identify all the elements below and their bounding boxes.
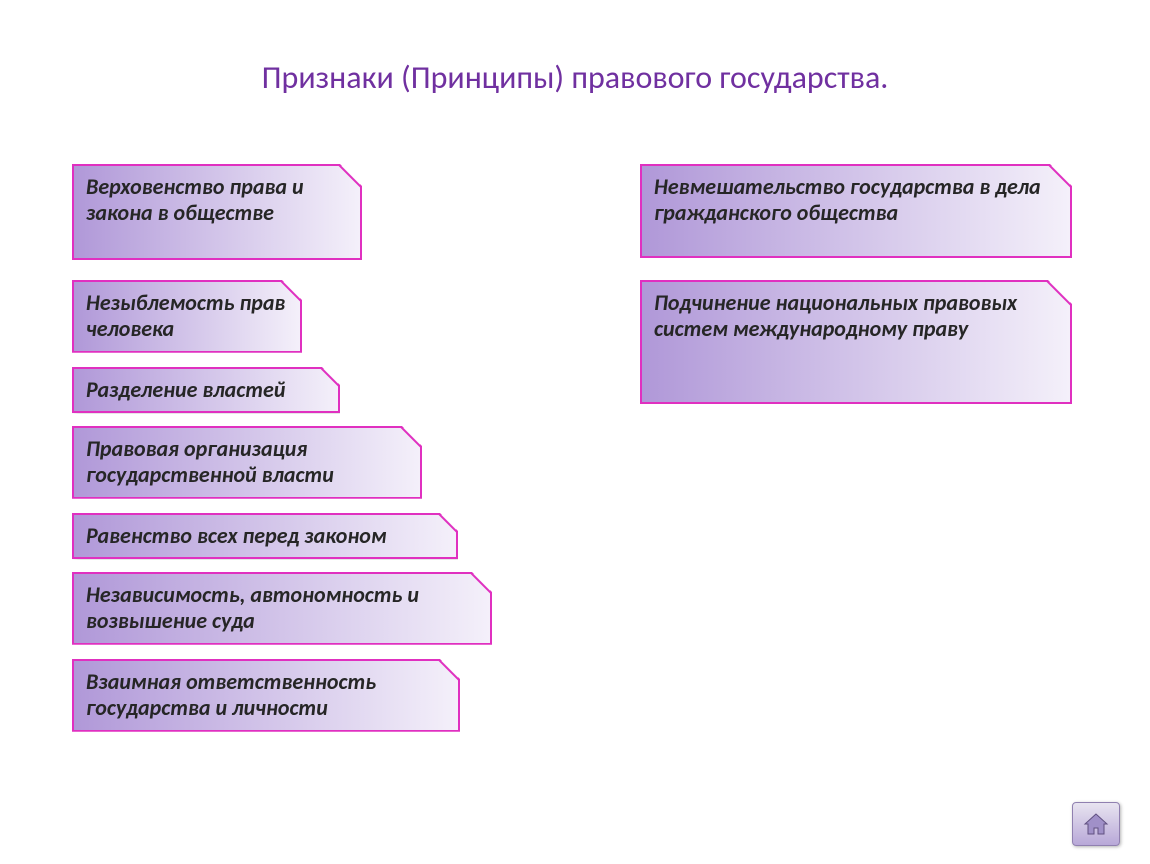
- corner-cut: [1046, 280, 1072, 306]
- principle-text: Верховенство права и закона в обществе: [86, 173, 304, 226]
- corner-cut: [438, 659, 460, 681]
- corner-cut: [470, 572, 492, 594]
- corner-cut: [338, 164, 362, 188]
- principle-box-left-0: Верховенство права и закона в обществе: [72, 164, 362, 260]
- principle-text: Невмешательство государства в дела гражд…: [654, 173, 1041, 226]
- principle-text: Незыблемость прав человека: [86, 289, 285, 342]
- principle-text: Взаимная ответственность государства и л…: [86, 668, 376, 721]
- corner-cut: [1048, 164, 1072, 188]
- principle-box-right-1: Подчинение национальных правовых систем …: [640, 280, 1072, 404]
- principle-box-left-6: Взаимная ответственность государства и л…: [72, 659, 460, 732]
- principle-box-left-5: Независимость, автономность и возвышение…: [72, 572, 492, 645]
- principle-box-right-0: Невмешательство государства в дела гражд…: [640, 164, 1072, 258]
- home-button[interactable]: [1072, 802, 1120, 846]
- home-icon: [1083, 812, 1109, 836]
- principle-box-left-3: Правовая организация государственной вла…: [72, 426, 422, 499]
- principle-text: Подчинение национальных правовых систем …: [654, 289, 1017, 342]
- principle-text: Равенство всех перед законом: [86, 522, 387, 549]
- page-title: Признаки (Принципы) правового государств…: [0, 58, 1150, 97]
- principle-box-left-4: Равенство всех перед законом: [72, 513, 458, 559]
- principle-box-left-1: Незыблемость прав человека: [72, 280, 302, 353]
- corner-cut: [400, 426, 422, 448]
- principle-text: Независимость, автономность и возвышение…: [86, 581, 419, 634]
- corner-cut: [320, 367, 340, 387]
- corner-cut: [438, 513, 458, 533]
- principle-text: Разделение властей: [86, 376, 285, 403]
- principle-text: Правовая организация государственной вла…: [86, 435, 334, 488]
- principle-box-left-2: Разделение властей: [72, 367, 340, 413]
